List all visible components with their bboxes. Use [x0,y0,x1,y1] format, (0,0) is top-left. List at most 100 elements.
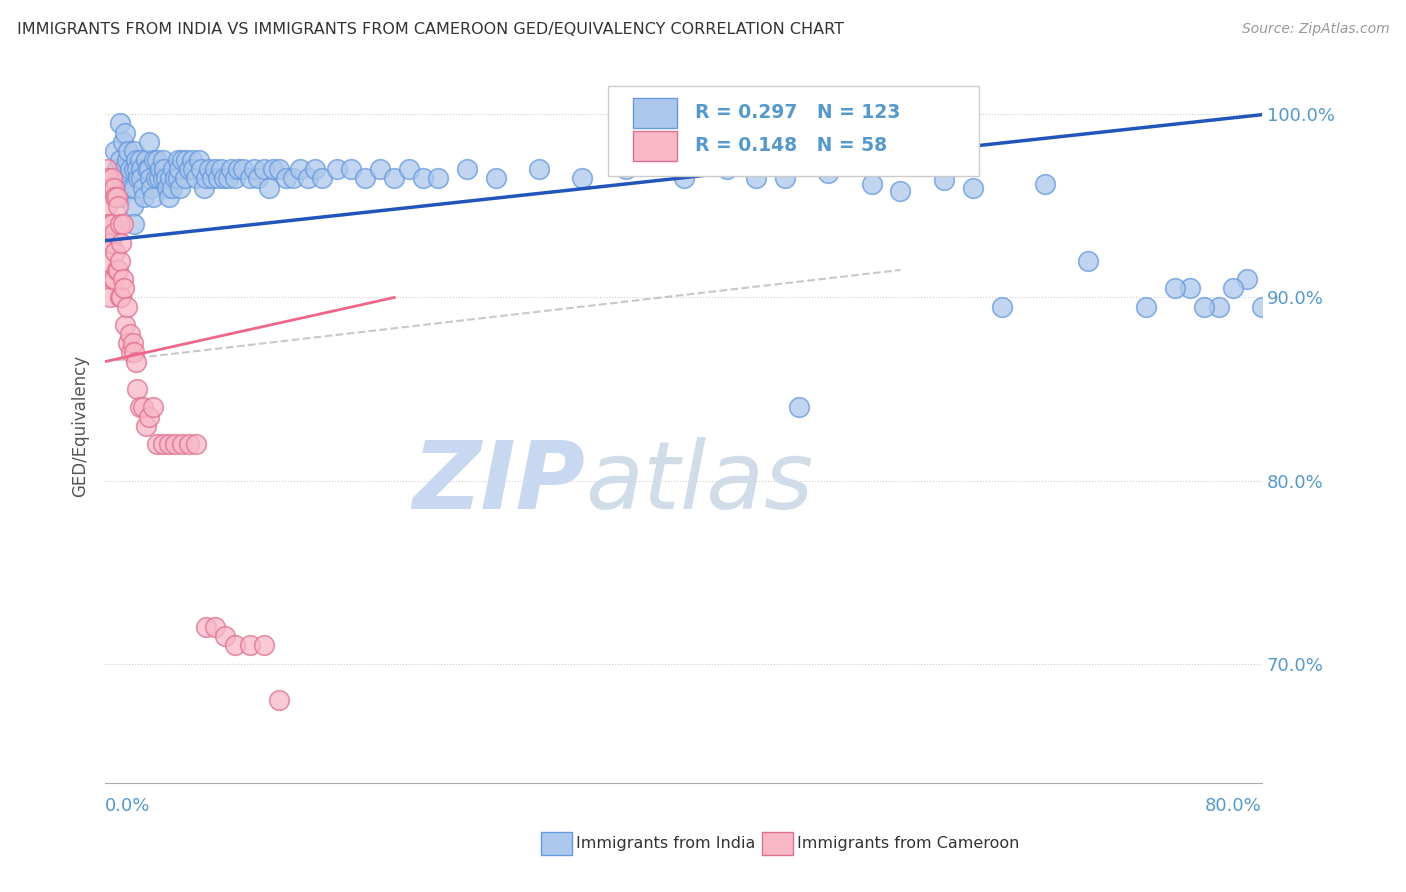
Point [368,162,391,177]
Point [108,171,131,186]
Point [290,162,312,177]
Point [1077,253,1099,268]
FancyBboxPatch shape [633,130,676,161]
Point [111,272,134,286]
Point [101,217,124,231]
Point [170,437,193,451]
Point [990,300,1012,314]
Point [384,171,406,186]
Point [125,162,148,177]
Point [217,171,239,186]
Point [111,135,134,149]
Point [115,153,138,167]
Point [239,639,262,653]
Point [283,171,305,186]
Point [96,253,118,268]
Point [174,153,197,167]
Point [1236,272,1258,286]
Point [204,162,226,177]
Point [112,281,135,295]
Point [257,180,280,194]
Point [117,144,139,158]
Point [253,639,276,653]
Point [195,171,218,186]
Point [125,382,148,396]
Point [110,235,132,250]
Point [157,190,180,204]
Point [1222,281,1244,295]
Point [101,272,124,286]
Point [195,620,218,634]
Point [932,173,955,187]
Point [117,336,139,351]
Point [129,401,152,415]
Point [118,327,141,342]
Point [1192,300,1215,314]
Text: 0.0%: 0.0% [105,797,150,815]
Point [340,162,363,177]
Point [107,199,129,213]
Point [101,180,124,194]
Point [114,318,136,332]
Point [1251,300,1274,314]
Point [773,171,796,186]
Point [138,135,160,149]
Point [224,171,246,186]
Point [152,171,174,186]
Point [142,401,165,415]
Point [122,217,145,231]
Point [98,235,121,250]
Point [146,153,169,167]
Point [155,171,177,186]
Point [122,162,145,177]
Point [115,300,138,314]
Point [108,253,131,268]
Point [100,180,122,194]
Point [201,171,224,186]
Point [108,153,131,167]
Point [214,629,236,643]
Point [131,171,153,186]
Point [325,162,347,177]
Point [190,162,212,177]
Point [239,171,262,186]
Point [104,244,127,259]
Point [1135,300,1157,314]
Text: R = 0.297   N = 123: R = 0.297 N = 123 [695,103,900,122]
Point [209,162,232,177]
Point [98,290,121,304]
Point [817,166,839,180]
Point [183,162,205,177]
Point [152,153,174,167]
Point [122,144,145,158]
Point [107,263,129,277]
Point [207,171,229,186]
Point [262,162,284,177]
Point [527,162,550,177]
Point [243,162,266,177]
Text: 80.0%: 80.0% [1205,797,1263,815]
Point [177,162,200,177]
Point [105,162,128,177]
Point [188,153,211,167]
Text: Immigrants from Cameroon: Immigrants from Cameroon [797,837,1019,851]
Point [104,144,127,158]
Text: ZIP: ZIP [412,437,585,529]
Point [120,180,142,194]
Point [124,153,146,167]
Point [134,190,156,204]
Point [108,290,131,304]
Point [111,217,134,231]
Point [456,162,478,177]
Point [274,171,297,186]
Text: R = 0.148   N = 58: R = 0.148 N = 58 [695,136,887,155]
Point [98,180,121,194]
Point [169,180,191,194]
Point [1178,281,1201,295]
Point [115,171,138,186]
Point [110,290,132,304]
Point [105,190,128,204]
Point [163,171,186,186]
Point [614,162,637,177]
Point [170,153,193,167]
